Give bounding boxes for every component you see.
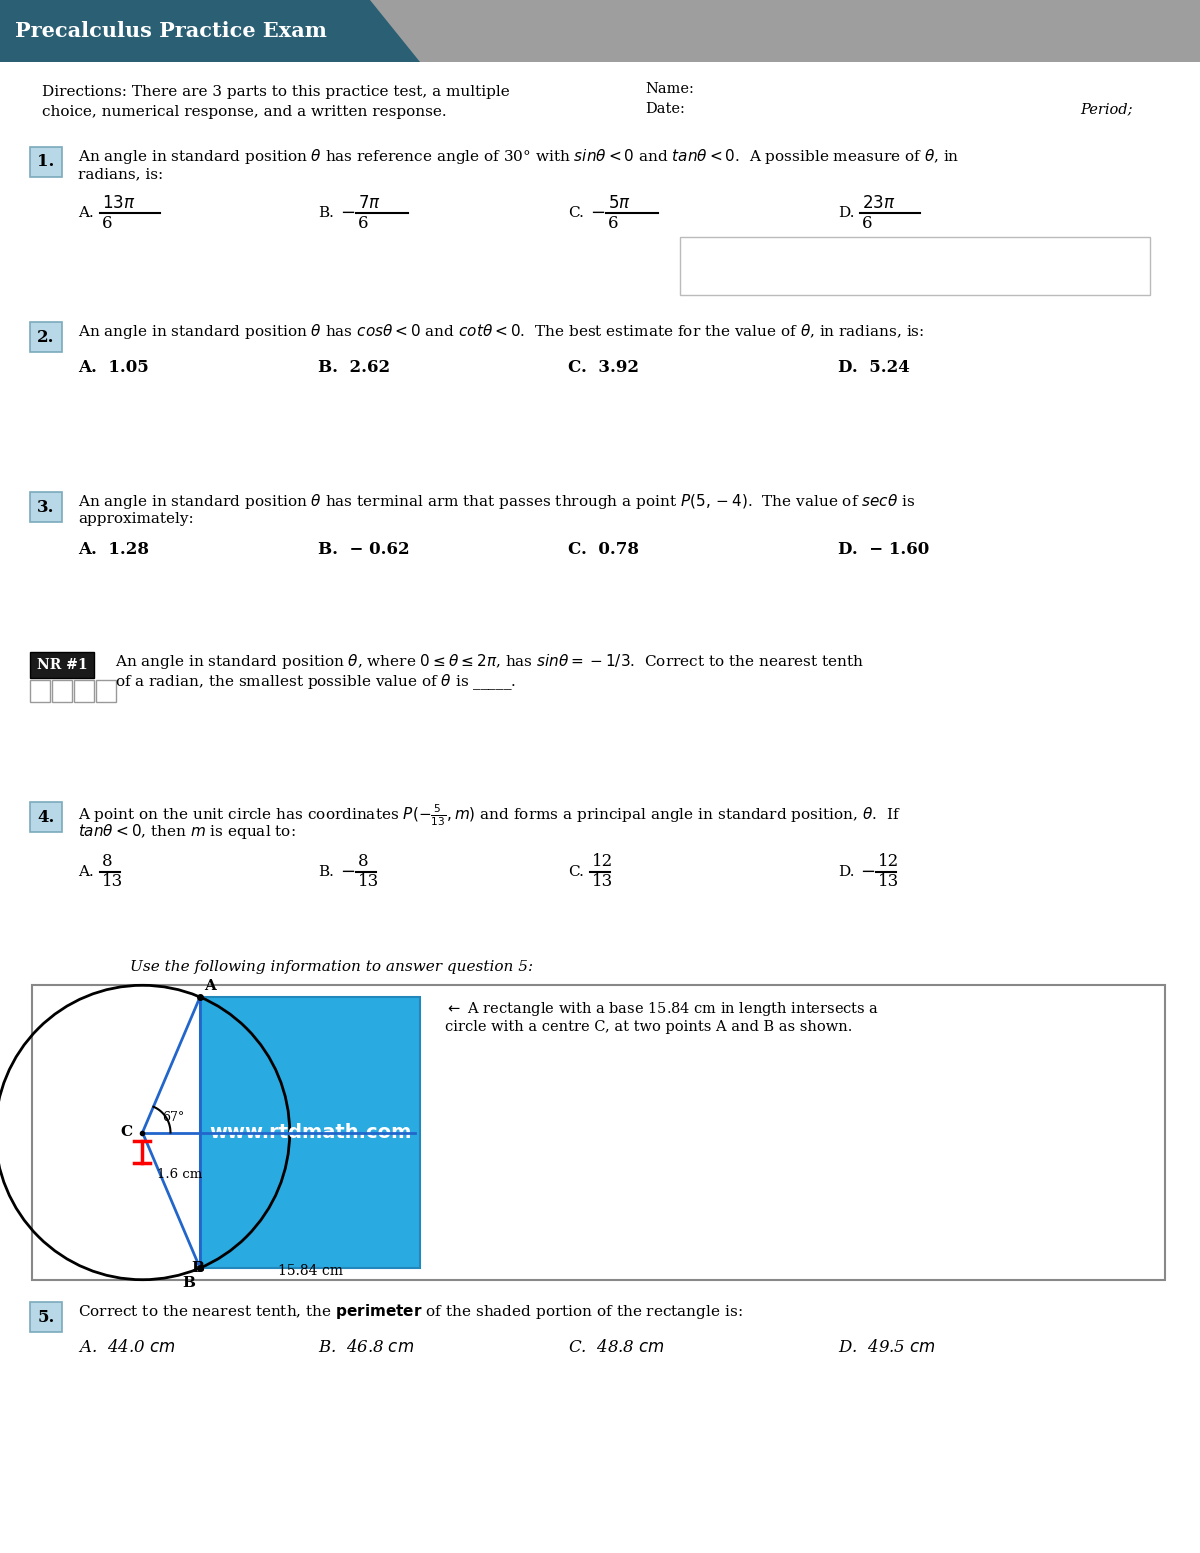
Text: 2.: 2. [37, 329, 55, 345]
Text: −: − [340, 203, 355, 222]
Text: B.  − 0.62: B. − 0.62 [318, 542, 409, 559]
Text: B.  46.8 $cm$: B. 46.8 $cm$ [318, 1340, 414, 1356]
Text: radians, is:: radians, is: [78, 168, 163, 182]
Text: B.  2.62: B. 2.62 [318, 359, 390, 376]
Text: 4.: 4. [37, 809, 55, 826]
Text: 5.: 5. [37, 1309, 55, 1326]
Text: −: − [340, 863, 355, 881]
Text: choice, numerical response, and a written response.: choice, numerical response, and a writte… [42, 106, 446, 120]
Text: $23\pi$: $23\pi$ [862, 194, 895, 211]
Text: C.: C. [568, 865, 584, 879]
Text: B.: B. [318, 207, 334, 221]
Text: B: B [192, 1261, 204, 1275]
Text: 6: 6 [358, 214, 368, 231]
Text: An angle in standard position $\theta$ has $\mathit{cos}\theta < 0$ and $\mathit: An angle in standard position $\theta$ h… [78, 321, 924, 342]
Text: $7\pi$: $7\pi$ [358, 194, 380, 211]
FancyBboxPatch shape [30, 492, 62, 522]
Text: $5\pi$: $5\pi$ [608, 194, 631, 211]
FancyBboxPatch shape [30, 680, 50, 702]
Text: circle with a centre C, at two points A and B as shown.: circle with a centre C, at two points A … [445, 1020, 852, 1034]
Text: $13\pi$: $13\pi$ [102, 194, 136, 211]
FancyBboxPatch shape [30, 801, 62, 832]
Text: Name:: Name: [646, 82, 694, 96]
Text: 13: 13 [592, 873, 613, 890]
FancyBboxPatch shape [30, 652, 94, 679]
Text: 3.: 3. [37, 499, 55, 516]
Text: 8: 8 [358, 854, 368, 871]
Text: Precalculus Practice Exam: Precalculus Practice Exam [14, 22, 326, 40]
Text: A.  1.28: A. 1.28 [78, 542, 149, 559]
Text: 13: 13 [878, 873, 899, 890]
Text: A point on the unit circle has coordinates $P(-\frac{5}{13}, m)$ and forms a pri: A point on the unit circle has coordinat… [78, 801, 901, 828]
Text: Correct to the nearest tenth, the $\mathbf{perimeter}$ of the shaded portion of : Correct to the nearest tenth, the $\math… [78, 1301, 743, 1322]
Text: C: C [120, 1126, 132, 1140]
Text: A: A [204, 978, 216, 992]
Text: B: B [182, 1277, 194, 1291]
Text: C.  48.8 $cm$: C. 48.8 $cm$ [568, 1340, 665, 1356]
Text: C.: C. [568, 207, 584, 221]
Text: 8: 8 [102, 854, 113, 871]
Text: A.  44.0 $cm$: A. 44.0 $cm$ [78, 1340, 175, 1356]
Text: −: − [590, 203, 605, 222]
Text: $\mathit{tan}\theta < 0$, then $m$ is equal to:: $\mathit{tan}\theta < 0$, then $m$ is eq… [78, 822, 295, 842]
FancyBboxPatch shape [680, 238, 1150, 295]
Polygon shape [0, 0, 420, 62]
Text: D.  5.24: D. 5.24 [838, 359, 910, 376]
Text: approximately:: approximately: [78, 512, 193, 526]
Text: −: − [860, 863, 875, 881]
Text: $\leftarrow$ A rectangle with a base 15.84 cm in length intersects a: $\leftarrow$ A rectangle with a base 15.… [445, 1000, 880, 1019]
Text: D.: D. [838, 865, 854, 879]
Polygon shape [0, 0, 1200, 62]
FancyBboxPatch shape [200, 997, 420, 1267]
FancyBboxPatch shape [30, 321, 62, 353]
Text: D.: D. [838, 207, 854, 221]
Text: An angle in standard position $\theta$, where $0 \leq \theta \leq 2\pi$, has $\m: An angle in standard position $\theta$, … [115, 652, 864, 671]
Text: B.: B. [318, 865, 334, 879]
Text: C.  3.92: C. 3.92 [568, 359, 640, 376]
FancyBboxPatch shape [30, 148, 62, 177]
Text: An angle in standard position $\theta$ has reference angle of 30° with $\mathit{: An angle in standard position $\theta$ h… [78, 148, 960, 166]
Text: NR #1: NR #1 [37, 658, 88, 672]
FancyBboxPatch shape [74, 680, 94, 702]
Text: Date:: Date: [646, 102, 685, 116]
Text: 15.84 cm: 15.84 cm [277, 1264, 342, 1278]
Text: 12: 12 [592, 854, 613, 871]
Text: of a radian, the smallest possible value of $\theta$ is _____.: of a radian, the smallest possible value… [115, 672, 516, 691]
Text: www.rtdmath.com: www.rtdmath.com [209, 1123, 412, 1141]
Text: A.: A. [78, 865, 94, 879]
Text: 13: 13 [358, 873, 379, 890]
Text: 1.6 cm: 1.6 cm [157, 1168, 203, 1180]
Text: 12: 12 [878, 854, 899, 871]
FancyBboxPatch shape [96, 680, 116, 702]
Text: 13: 13 [102, 873, 124, 890]
Text: A.: A. [78, 207, 94, 221]
Text: 1.: 1. [37, 154, 55, 171]
FancyBboxPatch shape [30, 1301, 62, 1332]
Text: 6: 6 [102, 214, 113, 231]
Text: C.  0.78: C. 0.78 [568, 542, 640, 559]
Text: An angle in standard position $\theta$ has terminal arm that passes through a po: An angle in standard position $\theta$ h… [78, 492, 916, 511]
Text: 67°: 67° [162, 1110, 185, 1124]
Text: 6: 6 [862, 214, 872, 231]
FancyBboxPatch shape [32, 985, 1165, 1280]
Text: D.  − 1.60: D. − 1.60 [838, 542, 929, 559]
Text: Directions: There are 3 parts to this practice test, a multiple: Directions: There are 3 parts to this pr… [42, 85, 510, 99]
Text: D.  49.5 $cm$: D. 49.5 $cm$ [838, 1340, 936, 1356]
Text: 6: 6 [608, 214, 618, 231]
Text: Use the following information to answer question 5:: Use the following information to answer … [130, 960, 533, 974]
Text: A.  1.05: A. 1.05 [78, 359, 149, 376]
FancyBboxPatch shape [52, 680, 72, 702]
Text: Period;: Period; [1080, 102, 1133, 116]
